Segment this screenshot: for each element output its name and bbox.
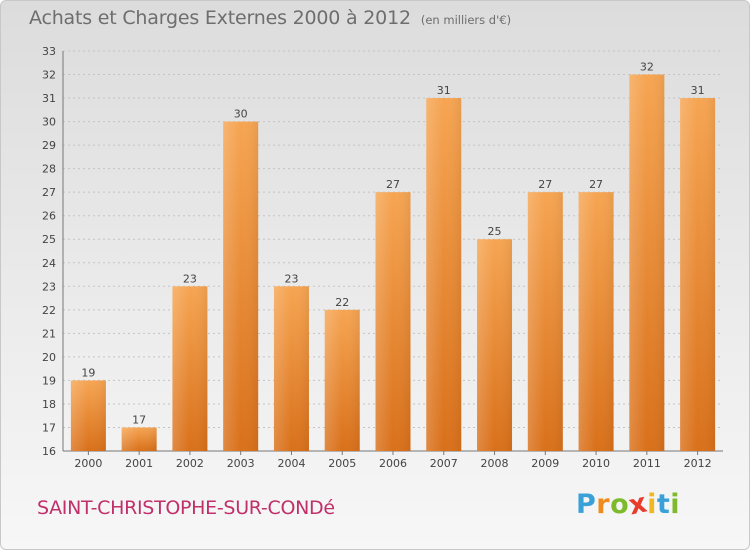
y-tick-label: 26 — [42, 210, 56, 223]
logo-letter: r — [596, 489, 611, 520]
x-tick-label: 2000 — [74, 457, 102, 470]
x-tick-label: 2006 — [379, 457, 407, 470]
logo-letter: t — [656, 489, 671, 520]
x-tick-label: 2012 — [684, 457, 712, 470]
y-tick-label: 17 — [42, 421, 56, 434]
x-tick-label: 2003 — [227, 457, 255, 470]
x-tick-label: 2004 — [277, 457, 305, 470]
y-tick-label: 33 — [42, 45, 56, 58]
bar-highlight — [527, 192, 563, 452]
y-tick-label: 30 — [42, 116, 56, 129]
y-tick-label: 21 — [42, 327, 56, 340]
bar-value-label: 31 — [437, 84, 451, 97]
x-tick-label: 2007 — [430, 457, 458, 470]
commune-name: SAINT-CHRISTOPHE-SUR-CONDé — [37, 497, 335, 519]
y-tick-label: 27 — [42, 186, 56, 199]
bar-highlight — [477, 239, 513, 451]
y-tick-label: 31 — [42, 92, 56, 105]
bar-value-label: 32 — [640, 61, 654, 74]
bar-highlight — [70, 380, 106, 451]
bar-highlight — [121, 427, 157, 451]
bar-highlight — [324, 309, 360, 451]
logo-letter: P — [576, 489, 597, 520]
bar-value-label: 23 — [284, 272, 298, 285]
y-tick-label: 24 — [42, 257, 56, 270]
bar-value-label: 25 — [488, 225, 502, 238]
y-tick-label: 23 — [42, 280, 56, 293]
x-tick-label: 2010 — [582, 457, 610, 470]
bar-value-label: 17 — [132, 413, 146, 426]
bar-value-label: 27 — [589, 178, 603, 191]
bar-value-label: 31 — [691, 84, 705, 97]
x-tick-label: 2011 — [633, 457, 661, 470]
bar-value-label: 27 — [538, 178, 552, 191]
chart-unit: (en milliers d'€) — [420, 13, 512, 27]
bar-highlight — [629, 74, 665, 451]
logo-letter: i — [670, 489, 681, 520]
chart-title-text: Achats et Charges Externes 2000 à 2012 — [29, 7, 411, 29]
bar-value-label: 19 — [81, 366, 95, 379]
bar-highlight — [578, 192, 614, 452]
y-tick-label: 29 — [42, 139, 56, 152]
bar-highlight — [426, 98, 462, 451]
x-tick-label: 2009 — [531, 457, 559, 470]
bar-highlight — [680, 98, 716, 451]
x-tick-label: 2005 — [328, 457, 356, 470]
bar-value-label: 30 — [234, 108, 248, 121]
y-tick-label: 22 — [42, 304, 56, 317]
logo-letter: i — [647, 489, 657, 520]
y-tick-label: 19 — [42, 374, 56, 387]
y-tick-label: 18 — [42, 398, 56, 411]
bar-highlight — [375, 192, 411, 452]
bar-value-label: 27 — [386, 178, 400, 191]
y-tick-label: 25 — [42, 233, 56, 246]
y-tick-label: 20 — [42, 351, 56, 364]
proxiti-logo[interactable]: Proxiti — [576, 487, 681, 521]
bar-value-label: 23 — [183, 272, 197, 285]
x-tick-label: 2002 — [176, 457, 204, 470]
x-tick-label: 2001 — [125, 457, 153, 470]
x-tick-label: 2008 — [481, 457, 509, 470]
y-tick-label: 32 — [42, 69, 56, 82]
bar-highlight — [223, 121, 259, 452]
bar-highlight — [273, 286, 309, 451]
bar-highlight — [172, 286, 208, 451]
y-tick-label: 28 — [42, 163, 56, 176]
y-tick-label: 16 — [42, 445, 56, 458]
logo-letter: o — [610, 489, 630, 520]
chart-title: Achats et Charges Externes 2000 à 2012 (e… — [29, 7, 511, 29]
bar-value-label: 22 — [335, 296, 349, 309]
